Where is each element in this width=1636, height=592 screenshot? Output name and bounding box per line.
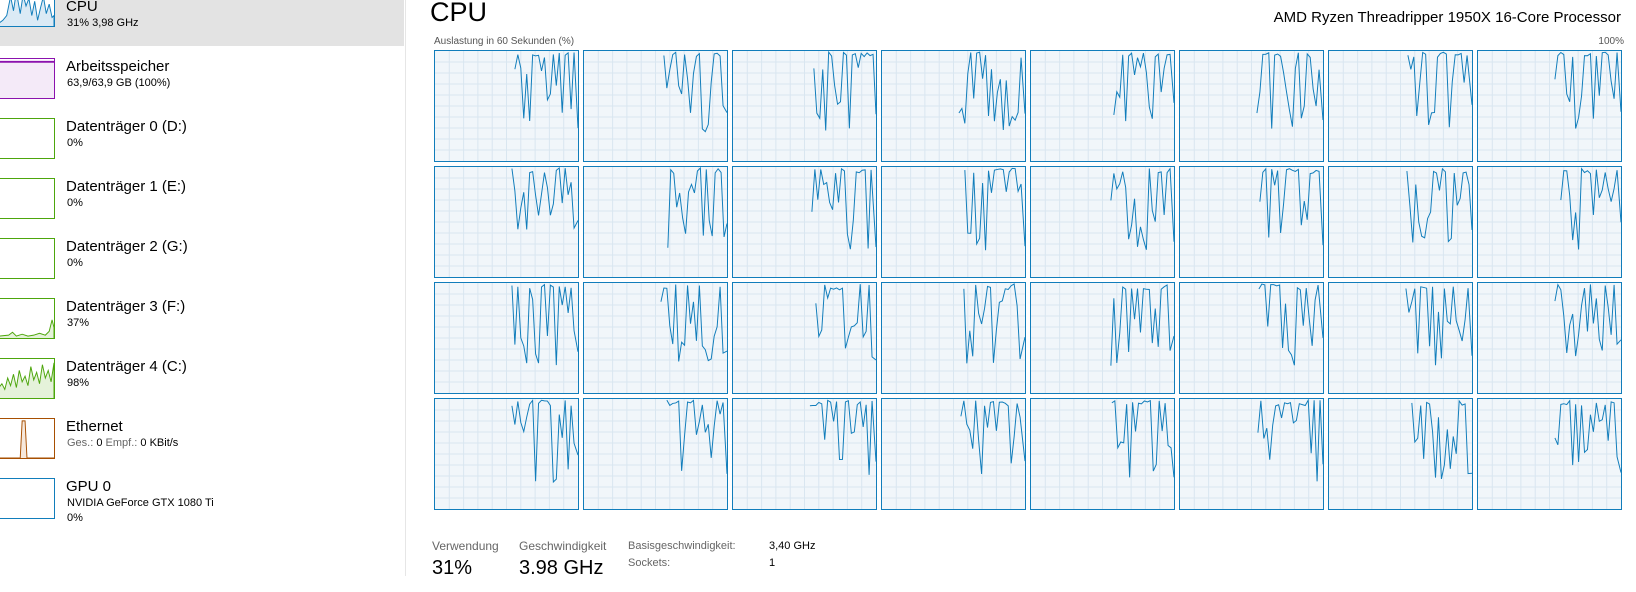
sidebar-item-ethernet-sub: Ges.: 0 Empf.: 0 KBit/s: [67, 437, 178, 449]
sidebar-item-disk-3-title: Datenträger 3 (F:): [66, 298, 186, 315]
sidebar: CPU 31% 3,98 GHz Arbeitsspeicher 63,9/63…: [0, 0, 404, 592]
disk-graph-icon: [0, 178, 55, 219]
core-graph: [434, 282, 579, 394]
sidebar-item-gpu-0-sub2: 0%: [67, 512, 83, 524]
sidebar-item-gpu-0-sub: NVIDIA GeForce GTX 1080 Ti: [67, 497, 214, 509]
sidebar-item-disk-2-title: Datenträger 2 (G:): [66, 238, 188, 255]
sockets-value: 1: [769, 557, 776, 569]
sidebar-item-memory-title: Arbeitsspeicher: [66, 58, 170, 75]
sidebar-item-disk-3-sub: 37%: [67, 317, 90, 329]
core-graph: [881, 166, 1026, 278]
core-graph: [1477, 166, 1622, 278]
usage-label: Verwendung: [432, 539, 499, 553]
panel-divider: [405, 0, 406, 576]
sidebar-item-disk-0-title: Datenträger 0 (D:): [66, 118, 187, 135]
sidebar-item-memory-sub: 63,9/63,9 GB (100%): [67, 77, 171, 89]
sidebar-item-cpu-title: CPU: [66, 0, 98, 15]
sidebar-item-disk-4-sub: 98%: [67, 377, 90, 389]
disk-graph-icon: [0, 238, 55, 279]
sidebar-item-ethernet-title: Ethernet: [66, 418, 123, 435]
core-graph: [1030, 282, 1175, 394]
sidebar-item-disk-2[interactable]: Datenträger 2 (G:) 0%: [0, 232, 404, 292]
cpu-graph-icon: [0, 0, 55, 27]
core-graph: [732, 50, 877, 162]
core-graph: [583, 50, 728, 162]
core-graph: [583, 166, 728, 278]
base-speed-value: 3,40 GHz: [769, 540, 816, 552]
ethernet-send-label: Ges.:: [67, 437, 94, 449]
ethernet-send-value: 0: [96, 437, 103, 449]
sidebar-item-disk-1-title: Datenträger 1 (E:): [66, 178, 187, 195]
core-graph: [1179, 166, 1324, 278]
sidebar-item-memory[interactable]: Arbeitsspeicher 63,9/63,9 GB (100%): [0, 52, 404, 112]
sidebar-item-disk-1[interactable]: Datenträger 1 (E:) 0%: [0, 172, 404, 232]
core-graph: [1477, 398, 1622, 510]
network-graph-icon: [0, 418, 55, 459]
logical-processor-grid[interactable]: [434, 50, 1624, 512]
memory-graph-icon: [0, 58, 55, 99]
gpu-graph-icon: [0, 478, 55, 519]
core-graph: [1179, 398, 1324, 510]
sidebar-item-disk-4-title: Datenträger 4 (C:): [66, 358, 187, 375]
core-graph: [732, 166, 877, 278]
sidebar-item-cpu[interactable]: CPU 31% 3,98 GHz: [0, 0, 404, 46]
speed-value: 3.98 GHz: [519, 557, 604, 579]
core-graph: [1030, 50, 1175, 162]
sidebar-item-disk-3[interactable]: Datenträger 3 (F:) 37%: [0, 292, 404, 352]
graph-caption: Auslastung in 60 Sekunden (%): [434, 36, 575, 47]
sidebar-item-disk-0[interactable]: Datenträger 0 (D:) 0%: [0, 112, 404, 172]
core-graph: [434, 50, 579, 162]
sidebar-item-disk-0-sub: 0%: [67, 137, 83, 149]
sidebar-item-gpu-0[interactable]: GPU 0 NVIDIA GeForce GTX 1080 Ti 0%: [0, 472, 404, 532]
graph-max-label: 100%: [1598, 36, 1624, 47]
core-graph: [434, 398, 579, 510]
core-graph: [1179, 282, 1324, 394]
sidebar-item-disk-1-sub: 0%: [67, 197, 83, 209]
ethernet-recv-value: 0 KBit/s: [140, 437, 179, 449]
sidebar-item-cpu-sub: 31% 3,98 GHz: [67, 17, 139, 29]
page-title: CPU: [430, 0, 488, 27]
sockets-label: Sockets:: [628, 557, 671, 569]
disk-graph-icon: [0, 118, 55, 159]
sidebar-item-disk-2-sub: 0%: [67, 257, 83, 269]
core-graph: [1179, 50, 1324, 162]
core-graph: [732, 282, 877, 394]
cpu-model-name: AMD Ryzen Threadripper 1950X 16-Core Pro…: [1273, 9, 1621, 26]
core-graph: [434, 166, 579, 278]
core-graph: [881, 282, 1026, 394]
core-graph: [881, 398, 1026, 510]
core-graph: [1328, 282, 1473, 394]
disk-graph-icon: [0, 298, 55, 339]
core-graph: [1328, 166, 1473, 278]
base-speed-label: Basisgeschwindigkeit:: [628, 540, 736, 552]
core-graph: [881, 50, 1026, 162]
core-graph: [1030, 398, 1175, 510]
core-graph: [1328, 50, 1473, 162]
core-graph: [1030, 166, 1175, 278]
core-graph: [583, 398, 728, 510]
sidebar-item-disk-4[interactable]: Datenträger 4 (C:) 98%: [0, 352, 404, 412]
disk-graph-icon: [0, 358, 55, 399]
core-graph: [732, 398, 877, 510]
speed-label: Geschwindigkeit: [519, 539, 607, 553]
ethernet-recv-label: Empf.:: [105, 437, 138, 449]
usage-value: 31%: [432, 557, 473, 579]
core-graph: [1328, 398, 1473, 510]
core-graph: [1477, 50, 1622, 162]
sidebar-item-ethernet[interactable]: Ethernet Ges.: 0 Empf.: 0 KBit/s: [0, 412, 404, 472]
core-graph: [583, 282, 728, 394]
core-graph: [1477, 282, 1622, 394]
sidebar-item-gpu-0-title: GPU 0: [66, 478, 112, 495]
